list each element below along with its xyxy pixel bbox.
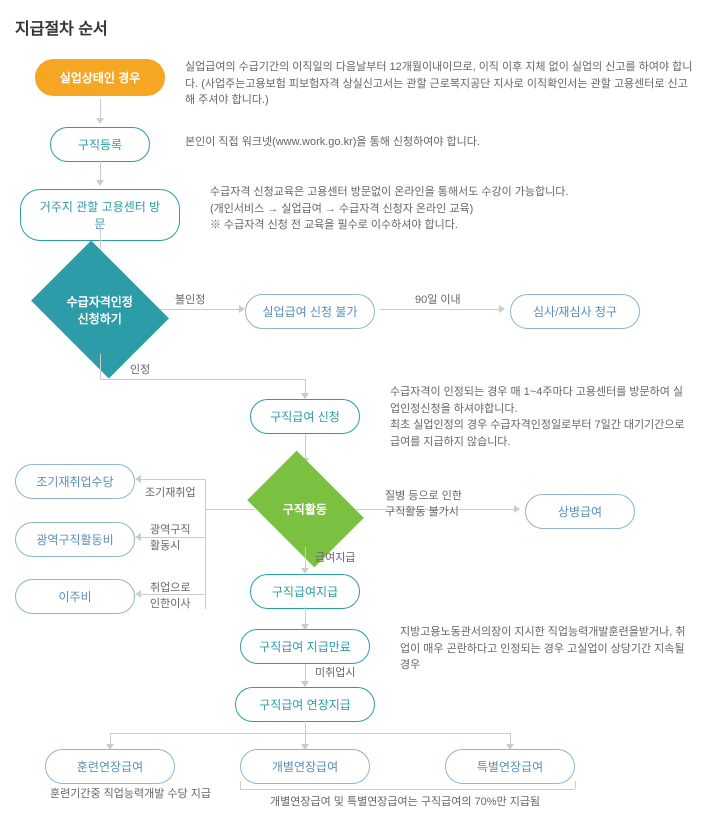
- node-reject: 실업급여 신청 불가: [245, 294, 375, 329]
- label-sick: 질병 등으로 인한 구직활동 불가시: [385, 487, 462, 519]
- line: [205, 509, 255, 510]
- line: [205, 479, 206, 609]
- desc-complete: 지방고용노동관서의장이 지시한 직업능력개발훈련을받거나, 취업이 매우 곤란하…: [400, 624, 690, 674]
- arrow: [100, 161, 101, 181]
- label-early: 조기재취업: [145, 484, 196, 500]
- arrow: [305, 547, 306, 569]
- arrow: [510, 733, 511, 745]
- arrow: [305, 664, 306, 682]
- node-early: 조기재취업수당: [15, 464, 135, 499]
- node-appeal: 심사/재심사 청구: [510, 294, 640, 329]
- node-register: 구직등록: [50, 127, 150, 162]
- label-pay: 급여지급: [315, 549, 355, 565]
- line: [100, 379, 305, 380]
- arrow: [380, 309, 500, 310]
- node-extend: 구직급여 연장지급: [235, 687, 375, 722]
- flowchart: 실업상태인 경우 실업급여의 수급기간의 이직일의 다음날부터 12개월이내이므…: [15, 59, 705, 799]
- node-ext3: 특별연장급여: [445, 749, 575, 784]
- line: [110, 733, 510, 734]
- node-start: 실업상태인 경우: [35, 59, 165, 96]
- node-complete: 구직급여 지급만료: [240, 629, 370, 664]
- node-qualify: 수급자격인정 신청하기: [45, 267, 155, 352]
- arrow: [305, 607, 306, 625]
- label-90days: 90일 이내: [415, 291, 461, 307]
- label-rejected: 불인정: [175, 291, 205, 307]
- node-pay: 구직급여지급: [250, 574, 360, 609]
- label-wide: 광역구직 활동시: [150, 521, 190, 553]
- label-move: 취업으로 인한이사: [150, 579, 190, 611]
- footer-2: 개별연장급여 및 특별연장급여는 구직급여의 70%만 지급됨: [270, 794, 540, 811]
- arrow: [160, 309, 240, 310]
- node-wide: 광역구직활동비: [15, 522, 135, 557]
- line: [575, 781, 576, 789]
- node-move: 이주비: [15, 579, 135, 614]
- line: [240, 781, 241, 789]
- node-ext1: 훈련연장급여: [45, 749, 175, 784]
- desc-apply: 수급자격이 인정되는 경우 매 1~4주마다 고용센터를 방문하여 실업인정신청…: [390, 384, 690, 450]
- label-unemp: 미취업시: [315, 664, 355, 680]
- arrow: [305, 733, 306, 745]
- arrow: [305, 434, 306, 459]
- desc-visit: 수급자격 신청교육은 고용센터 방문없이 온라인을 통해서도 수강이 가능합니다…: [210, 184, 690, 234]
- node-activity: 구직활동: [258, 474, 353, 544]
- label-approved: 인정: [130, 361, 150, 377]
- desc-register: 본인이 직접 워크넷(www.work.go.kr)을 통해 신청하여야 합니다…: [185, 134, 685, 151]
- arrow: [140, 479, 205, 480]
- node-sick: 상병급여: [525, 494, 635, 529]
- line: [305, 721, 306, 733]
- arrow: [110, 733, 111, 745]
- footer-1: 훈련기간중 직업능력개발 수당 지급: [50, 786, 211, 803]
- arrow: [305, 379, 306, 394]
- node-apply: 구직급여 신청: [250, 399, 360, 434]
- line: [100, 354, 101, 379]
- desc-start: 실업급여의 수급기간의 이직일의 다음날부터 12개월이내이므로, 이직 이후 …: [185, 59, 695, 109]
- line: [240, 789, 575, 790]
- node-ext2: 개별연장급여: [240, 749, 370, 784]
- arrow: [100, 99, 101, 119]
- page-title: 지급절차 순서: [15, 15, 705, 39]
